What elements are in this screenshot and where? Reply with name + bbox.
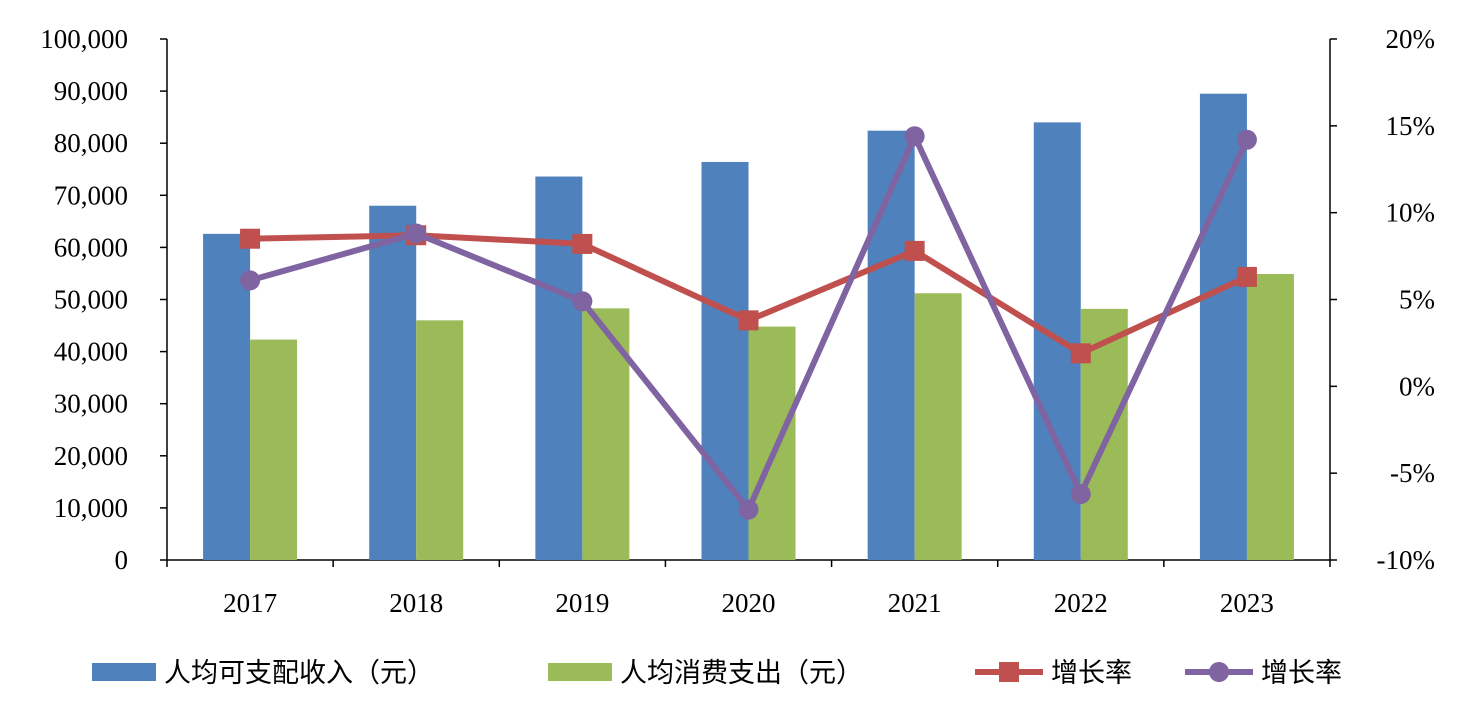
growth-marker-square — [738, 310, 759, 331]
growth-marker-circle — [572, 291, 593, 312]
income-bar — [1199, 93, 1247, 560]
right-axis-tick-label: 0% — [1399, 371, 1435, 401]
growth-marker-circle — [1070, 484, 1091, 505]
left-axis-tick-label: 0 — [115, 545, 129, 575]
growth-marker-square — [240, 228, 261, 249]
bars — [203, 93, 1294, 561]
legend-expenditure-swatch — [548, 663, 612, 681]
left-axis-tick-label: 50,000 — [54, 285, 128, 315]
legend-growth-red-swatch-marker — [999, 662, 1019, 682]
growth-marker-square — [1236, 266, 1257, 287]
income-bar — [203, 233, 251, 560]
left-axis-tick-label: 20,000 — [54, 441, 128, 471]
left-axis-tick-label: 10,000 — [54, 493, 128, 523]
income-bar — [701, 161, 749, 560]
legend-income-swatch — [92, 663, 156, 681]
left-axis-tick-label: 70,000 — [54, 180, 128, 210]
growth-marker-circle — [738, 499, 759, 520]
growth-marker-circle — [406, 223, 427, 244]
growth-marker-square — [572, 233, 593, 254]
x-axis-tick-label: 2020 — [722, 588, 776, 618]
growth-marker-circle — [240, 270, 261, 291]
left-axis-tick-label: 100,000 — [40, 24, 128, 54]
x-axis-tick-label: 2017 — [223, 588, 277, 618]
x-axis-tick-label: 2023 — [1220, 588, 1274, 618]
x-axis-tick-label: 2018 — [389, 588, 443, 618]
growth-marker-square — [1070, 343, 1091, 364]
tick-labels: 0 10,000 20,000 30,000 40,000 50,000 60,000 70,… — [40, 24, 1435, 618]
expenditure-bar — [250, 339, 298, 560]
right-axis-tick-label: 15% — [1386, 111, 1436, 141]
expenditure-bar — [748, 326, 796, 560]
x-axis-tick-label: 2019 — [555, 588, 609, 618]
expenditure-bar — [914, 293, 962, 560]
legend-income-label: 人均可支配收入（元） — [164, 658, 434, 689]
right-axis-tick-label: -5% — [1390, 458, 1435, 488]
right-axis-tick-label: 5% — [1399, 285, 1435, 315]
lines — [240, 126, 1257, 520]
x-axis-tick-label: 2021 — [888, 588, 942, 618]
growth-marker-square — [904, 240, 925, 261]
left-axis-tick-label: 80,000 — [54, 128, 128, 158]
right-axis-tick-label: 20% — [1386, 24, 1436, 54]
legend-growth-purple-swatch-marker — [1209, 662, 1229, 682]
growth-marker-circle — [1236, 129, 1257, 150]
legend-growth-red-label: 增长率 — [1051, 658, 1132, 689]
expenditure-bar — [582, 308, 630, 560]
left-axis-tick-label: 60,000 — [54, 232, 128, 262]
growth-marker-circle — [904, 126, 925, 147]
left-axis-tick-label: 90,000 — [54, 76, 128, 106]
income-bar — [867, 130, 915, 561]
expenditure-bar — [416, 320, 464, 560]
x-axis-tick-label: 2022 — [1054, 588, 1108, 618]
legend-expenditure-label: 人均消费支出（元） — [620, 658, 863, 689]
legend: 人均可支配收入（元） 人均消费支出（元） 增长率 增长率 — [92, 658, 1342, 689]
left-axis-tick-label: 30,000 — [54, 389, 128, 419]
legend-growth-purple-label: 增长率 — [1261, 658, 1342, 689]
right-axis-tick-label: 10% — [1386, 198, 1436, 228]
left-axis-tick-label: 40,000 — [54, 337, 128, 367]
expenditure-bar — [1246, 273, 1294, 560]
income-bar — [369, 205, 417, 560]
right-axis-tick-label: -10% — [1377, 545, 1435, 575]
